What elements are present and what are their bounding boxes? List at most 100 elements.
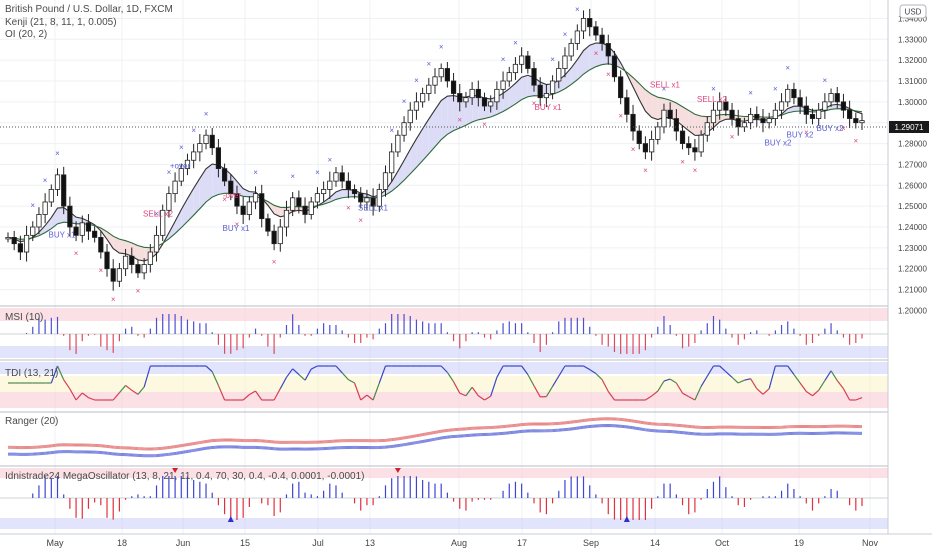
candle-body[interactable] bbox=[259, 193, 265, 220]
candle-body[interactable] bbox=[593, 26, 599, 36]
candle-body[interactable] bbox=[438, 68, 444, 78]
ranger-legend[interactable]: Ranger (20) bbox=[5, 416, 58, 427]
candle-body[interactable] bbox=[686, 143, 692, 149]
currency-button[interactable] bbox=[899, 4, 927, 19]
candle-body[interactable] bbox=[828, 93, 834, 103]
candle-body[interactable] bbox=[748, 113, 754, 124]
candle-body[interactable] bbox=[17, 243, 23, 253]
candle-body[interactable] bbox=[549, 80, 556, 94]
candle-body[interactable] bbox=[543, 93, 549, 99]
candle-body[interactable] bbox=[698, 134, 704, 153]
candle-body[interactable] bbox=[556, 68, 562, 82]
time-tick[interactable]: 18 bbox=[117, 538, 127, 548]
time-tick[interactable]: Jun bbox=[176, 538, 191, 548]
candle-body[interactable] bbox=[723, 101, 729, 111]
candle-body[interactable] bbox=[172, 180, 178, 195]
candle-body[interactable] bbox=[351, 189, 358, 195]
candle-body[interactable] bbox=[525, 55, 531, 69]
candle-body[interactable] bbox=[407, 109, 413, 124]
candle-body[interactable] bbox=[5, 237, 11, 240]
candle-body[interactable] bbox=[444, 68, 450, 82]
candle-body[interactable] bbox=[30, 226, 36, 236]
candle-body[interactable] bbox=[488, 101, 494, 107]
candle-body[interactable] bbox=[389, 151, 395, 174]
candle-body[interactable] bbox=[642, 143, 649, 153]
candle-body[interactable] bbox=[358, 193, 364, 203]
time-tick[interactable]: Nov bbox=[862, 538, 879, 548]
candle-body[interactable] bbox=[376, 189, 382, 207]
candle-body[interactable] bbox=[240, 205, 246, 215]
candle-body[interactable] bbox=[822, 101, 828, 111]
candle-body[interactable] bbox=[252, 193, 259, 203]
msi-legend[interactable]: MSI (10) bbox=[5, 312, 43, 323]
candle-body[interactable] bbox=[809, 113, 816, 119]
time-tick[interactable]: Sep bbox=[583, 538, 599, 548]
candle-body[interactable] bbox=[153, 234, 160, 253]
candle-body[interactable] bbox=[766, 118, 772, 124]
candle-body[interactable] bbox=[246, 201, 252, 215]
candlesticks[interactable] bbox=[5, 8, 865, 291]
time-tick[interactable]: May bbox=[46, 538, 64, 548]
candle-body[interactable] bbox=[432, 76, 438, 86]
candle-body[interactable] bbox=[209, 134, 215, 149]
tdi-legend[interactable]: TDI (13, 21) bbox=[5, 368, 58, 379]
tdi-panel[interactable]: 1.000000.00000 bbox=[0, 362, 927, 408]
candle-body[interactable] bbox=[395, 134, 401, 153]
candle-body[interactable] bbox=[704, 122, 710, 136]
time-tick[interactable]: 15 bbox=[240, 538, 250, 548]
candle-body[interactable] bbox=[73, 226, 79, 236]
candle-body[interactable] bbox=[283, 209, 290, 228]
candle-body[interactable] bbox=[531, 68, 537, 86]
candle-body[interactable] bbox=[321, 189, 327, 195]
candle-body[interactable] bbox=[135, 264, 141, 274]
candle-body[interactable] bbox=[327, 180, 333, 190]
candle-body[interactable] bbox=[494, 88, 500, 103]
candle-body[interactable] bbox=[296, 197, 302, 207]
candle-body[interactable] bbox=[500, 80, 506, 90]
candle-body[interactable] bbox=[314, 193, 321, 203]
candle-body[interactable] bbox=[605, 43, 611, 57]
candle-body[interactable] bbox=[370, 197, 376, 207]
candle-body[interactable] bbox=[116, 268, 122, 282]
candle-body[interactable] bbox=[54, 174, 61, 190]
candle-body[interactable] bbox=[61, 174, 67, 207]
candle-body[interactable] bbox=[450, 80, 457, 94]
candle-body[interactable] bbox=[847, 109, 853, 119]
time-tick[interactable]: Aug bbox=[451, 538, 467, 548]
candle-body[interactable] bbox=[339, 172, 345, 182]
time-tick[interactable]: 17 bbox=[517, 538, 527, 548]
candle-body[interactable] bbox=[129, 255, 135, 265]
candle-body[interactable] bbox=[834, 93, 840, 103]
time-tick[interactable]: 19 bbox=[794, 538, 804, 548]
price-panel[interactable]: × × × × × × × × × × × × × × × × × × × × × × × × × × × × × × × × × × × × × × × ×… bbox=[0, 5, 888, 304]
candle-body[interactable] bbox=[277, 226, 283, 245]
candle-body[interactable] bbox=[308, 201, 314, 215]
candle-body[interactable] bbox=[754, 113, 760, 119]
candle-body[interactable] bbox=[141, 264, 147, 274]
candle-body[interactable] bbox=[840, 101, 847, 111]
candle-body[interactable] bbox=[580, 18, 587, 32]
candle-body[interactable] bbox=[413, 101, 420, 111]
candle-body[interactable] bbox=[203, 134, 209, 144]
candle-body[interactable] bbox=[215, 147, 222, 170]
candle-body[interactable] bbox=[785, 88, 791, 103]
candle-body[interactable] bbox=[48, 189, 54, 203]
candle-body[interactable] bbox=[537, 84, 543, 99]
price-axis[interactable] bbox=[888, 0, 932, 550]
candle-body[interactable] bbox=[717, 101, 723, 111]
candle-body[interactable] bbox=[469, 88, 475, 99]
candle-body[interactable] bbox=[778, 101, 785, 111]
candle-body[interactable] bbox=[624, 97, 630, 115]
candle-body[interactable] bbox=[519, 55, 525, 65]
candle-body[interactable] bbox=[98, 237, 104, 253]
candle-body[interactable] bbox=[302, 205, 308, 215]
candle-body[interactable] bbox=[661, 109, 667, 128]
candle-body[interactable] bbox=[791, 88, 797, 99]
candle-body[interactable] bbox=[401, 122, 407, 136]
candle-body[interactable] bbox=[85, 222, 92, 232]
candle-body[interactable] bbox=[122, 255, 129, 270]
candle-body[interactable] bbox=[191, 151, 197, 161]
candle-body[interactable] bbox=[506, 72, 512, 82]
mega-legend[interactable]: Idnistrade24 MegaOscillator (13, 8, 21, … bbox=[5, 471, 364, 482]
candle-body[interactable] bbox=[382, 172, 389, 190]
